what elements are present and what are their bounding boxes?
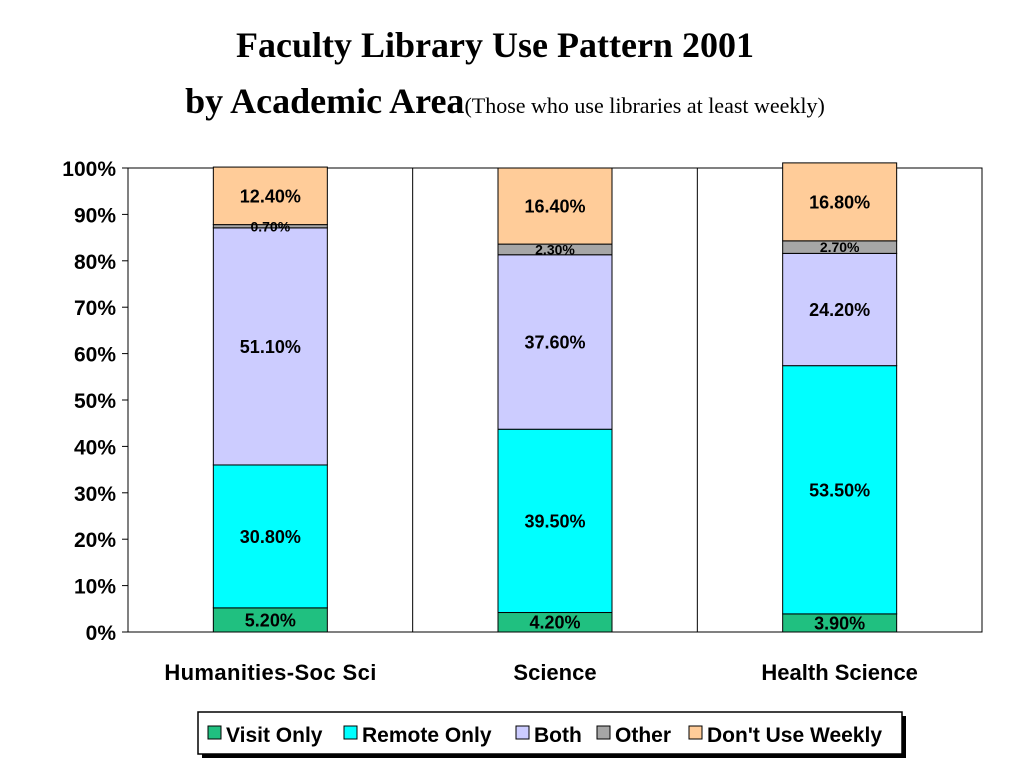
x-category-label: Science [513, 660, 596, 685]
bar-segment [212, 464, 328, 609]
legend-swatch [688, 725, 703, 740]
bar-segment [212, 166, 328, 226]
y-tick-label: 90% [74, 204, 116, 227]
bar-segment [782, 252, 898, 367]
y-tick-label: 20% [74, 529, 116, 552]
legend-swatch [207, 725, 222, 740]
x-category-label: Health Science [761, 660, 918, 685]
legend-box [197, 711, 903, 755]
x-category-label: Humanities-Soc Sci [164, 660, 376, 685]
legend-label: Remote Only [362, 724, 492, 747]
bar-segment [782, 365, 898, 615]
bar-segment [782, 162, 898, 242]
data-label: 0.70% [250, 218, 290, 234]
bar-segment [497, 428, 613, 614]
legend-swatch [596, 725, 611, 740]
y-tick-label: 50% [74, 390, 116, 413]
chart-title-line2: by Academic Area(Those who use libraries… [0, 80, 1010, 122]
data-label: 16.80% [809, 192, 870, 212]
y-tick-label: 10% [74, 576, 116, 599]
bar-segment [497, 254, 613, 430]
legend-label: Don't Use Weekly [707, 724, 882, 747]
data-label: 16.40% [524, 197, 585, 217]
legend-label: Both [534, 724, 582, 747]
data-label: 24.20% [809, 300, 870, 320]
data-label: 37.60% [524, 332, 585, 352]
data-label: 2.70% [820, 239, 860, 255]
data-label: 12.40% [240, 186, 301, 206]
data-label: 53.50% [809, 480, 870, 500]
data-label: 30.80% [240, 527, 301, 547]
y-tick-label: 40% [74, 436, 116, 459]
legend-swatch [515, 725, 530, 740]
data-label: 39.50% [524, 511, 585, 531]
y-tick-label: 0% [86, 622, 117, 645]
y-tick-label: 100% [62, 158, 116, 181]
y-tick-label: 30% [74, 483, 116, 506]
data-label: 2.30% [535, 241, 575, 257]
bar-segment [497, 167, 613, 245]
y-tick-label: 80% [74, 251, 116, 274]
chart-title-main: by Academic Area [185, 81, 465, 121]
chart-title: Faculty Library Use Pattern 2001 [236, 25, 754, 65]
data-label: 51.10% [240, 337, 301, 357]
data-label: 3.90% [814, 613, 865, 633]
chart-subtitle: (Those who use libraries at least weekly… [464, 93, 825, 118]
data-label: 4.20% [529, 613, 580, 633]
y-tick-label: 70% [74, 297, 116, 320]
legend-label: Visit Only [226, 724, 323, 747]
legend-swatch [343, 725, 358, 740]
y-tick-label: 60% [74, 344, 116, 367]
data-label: 5.20% [245, 610, 296, 630]
legend-label: Other [615, 724, 671, 747]
